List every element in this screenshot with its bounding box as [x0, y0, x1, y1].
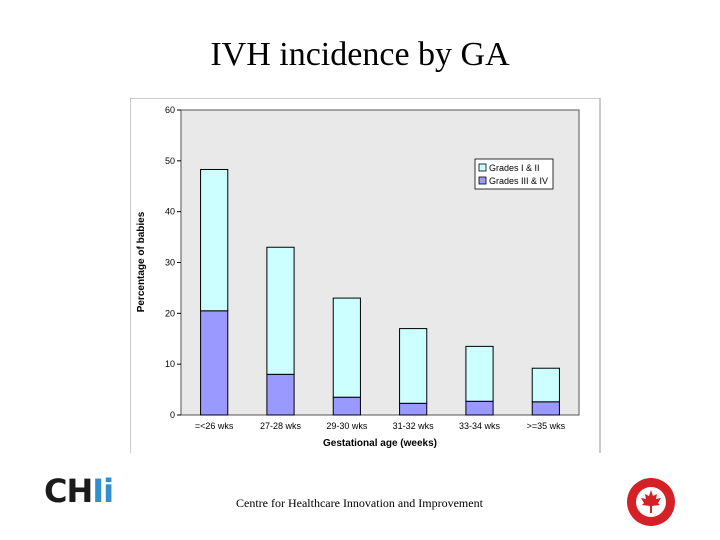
- bar-segment-grades-i-ii: [465, 345, 494, 402]
- y-tick-label: 20: [165, 308, 175, 318]
- plot-area: [180, 109, 580, 416]
- bar-segment-grades-iii-iv: [266, 373, 295, 416]
- y-tick-label: 60: [165, 105, 175, 115]
- maple-leaf-icon: [641, 490, 661, 513]
- bar-segment-grades-iii-iv: [200, 310, 229, 416]
- legend-box: [474, 158, 554, 190]
- logo-text-ch: CH: [44, 472, 93, 510]
- y-tick-label: 30: [165, 258, 175, 268]
- y-axis-label: Percentage of babies: [136, 211, 147, 312]
- chii-logo: CHIi: [44, 472, 114, 510]
- bar-segment-grades-i-ii: [531, 367, 560, 403]
- legend-swatch-grades-iii-iv: [478, 176, 487, 185]
- bar-segment-grades-iii-iv: [332, 396, 361, 416]
- bars: [200, 168, 560, 416]
- bar-segment-grades-i-ii: [332, 297, 361, 398]
- x-tick-label: =<26 wks: [195, 421, 234, 431]
- legend-label-grades-iii-iv: Grades III & IV: [489, 176, 548, 186]
- stacked-bar-chart: 0 10 20 30 40 50 60 =<26 wks 27-28 wks 29-30 wks…: [130, 98, 605, 455]
- bar-segment-grades-iii-iv: [399, 402, 428, 416]
- y-axis-ticks: 0 10 20 30 40 50 60: [165, 105, 181, 420]
- bar-segment-grades-i-ii: [200, 168, 229, 312]
- seal-icon: [627, 478, 675, 526]
- logo-text-ii: Ii: [92, 472, 114, 510]
- x-tick-label: >=35 wks: [527, 421, 566, 431]
- legend-label-grades-i-ii: Grades I & II: [489, 163, 540, 173]
- y-tick-label: 0: [170, 410, 175, 420]
- x-tick-label: 29-30 wks: [326, 421, 368, 431]
- bar-segment-grades-iii-iv: [465, 400, 494, 416]
- slide-title: IVH incidence by GA: [210, 36, 510, 73]
- bar-segment-grades-i-ii: [399, 328, 428, 404]
- x-tick-label: 31-32 wks: [393, 421, 435, 431]
- footer-text: Centre for Healthcare Innovation and Imp…: [236, 496, 483, 510]
- y-tick-label: 50: [165, 156, 175, 166]
- x-tick-label: 27-28 wks: [260, 421, 302, 431]
- x-tick-label: 33-34 wks: [459, 421, 501, 431]
- bar-segment-grades-i-ii: [266, 246, 295, 375]
- bar-segment-grades-iii-iv: [531, 401, 560, 416]
- x-axis-labels: =<26 wks 27-28 wks 29-30 wks 31-32 wks 33-34…: [195, 421, 566, 431]
- legend: Grades I & II Grades III & IV: [474, 158, 554, 190]
- y-tick-label: 40: [165, 207, 175, 217]
- legend-swatch-grades-i-ii: [478, 163, 487, 172]
- y-tick-label: 10: [165, 359, 175, 369]
- x-axis-label: Gestational age (weeks): [323, 438, 437, 449]
